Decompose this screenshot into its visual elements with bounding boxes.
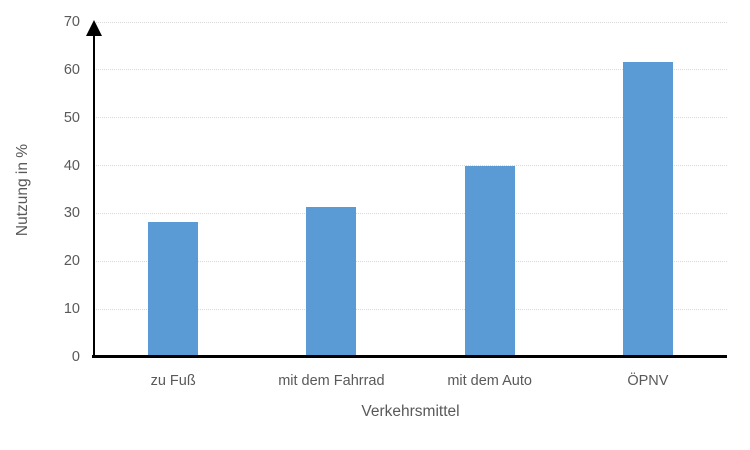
y-axis-title: Nutzung in % <box>14 143 31 237</box>
x-category-label: mit dem Fahrrad <box>278 373 385 389</box>
y-tick-label: 60 <box>63 61 80 78</box>
gridline <box>94 260 727 262</box>
y-axis-line <box>93 32 95 357</box>
y-tick-label: 50 <box>63 109 80 126</box>
x-category-label: ÖPNV <box>627 373 669 389</box>
gridline <box>94 308 727 310</box>
gridline <box>94 69 727 71</box>
plot-area <box>94 21 727 357</box>
x-category-label: zu Fuß <box>150 373 196 389</box>
y-tick-label: 70 <box>63 14 80 30</box>
gridline <box>94 21 727 23</box>
x-category-label: mit dem Auto <box>447 373 532 389</box>
bar-mit dem Fahrrad <box>306 207 357 357</box>
gridline <box>94 165 727 167</box>
bar-ÖPNV <box>622 61 673 357</box>
bar-mit dem Auto <box>464 165 515 357</box>
bar-zu Fuß <box>148 221 199 357</box>
y-tick-label: 20 <box>63 253 80 270</box>
x-axis-title: Verkehrsmittel <box>361 403 460 420</box>
gridline <box>94 117 727 119</box>
y-tick-label: 40 <box>63 157 80 174</box>
y-axis-arrow-icon <box>86 20 102 36</box>
x-axis-line <box>92 355 727 358</box>
y-tick-label: 30 <box>63 205 80 222</box>
y-tick-label: 0 <box>71 349 80 365</box>
gridline <box>94 212 727 214</box>
y-tick-label: 10 <box>63 301 80 318</box>
